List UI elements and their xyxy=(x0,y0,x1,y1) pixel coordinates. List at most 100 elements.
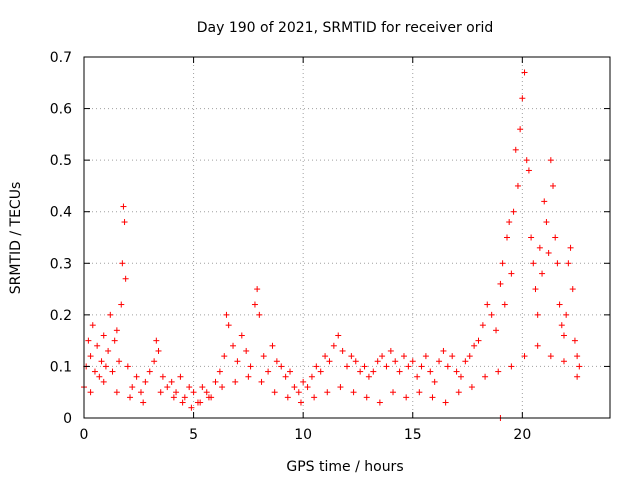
data-point xyxy=(409,358,416,365)
data-point xyxy=(558,322,565,329)
data-point xyxy=(497,280,504,287)
data-point xyxy=(400,353,407,360)
y-tick-label: 0.6 xyxy=(50,102,72,118)
data-point xyxy=(137,389,144,396)
data-point xyxy=(129,384,136,391)
data-point xyxy=(536,244,543,251)
data-point xyxy=(499,260,506,267)
data-point xyxy=(462,358,469,365)
data-point xyxy=(153,337,160,344)
data-point xyxy=(508,363,515,370)
data-point xyxy=(151,358,158,365)
data-point xyxy=(337,384,344,391)
data-point xyxy=(164,384,171,391)
data-point xyxy=(431,378,438,385)
data-point xyxy=(379,353,386,360)
data-point xyxy=(118,301,125,308)
data-point xyxy=(530,260,537,267)
data-point xyxy=(177,373,184,380)
data-point xyxy=(488,311,495,318)
data-point xyxy=(405,363,412,370)
data-point xyxy=(245,373,252,380)
data-point xyxy=(133,373,140,380)
data-point xyxy=(563,311,570,318)
data-point xyxy=(508,270,515,277)
data-points xyxy=(81,69,583,421)
data-point xyxy=(142,378,149,385)
data-point xyxy=(91,368,98,375)
data-point xyxy=(569,286,576,293)
data-point xyxy=(468,384,475,391)
data-point xyxy=(186,384,193,391)
data-point xyxy=(484,301,491,308)
data-point xyxy=(197,399,204,406)
data-point xyxy=(429,394,436,401)
data-point xyxy=(392,358,399,365)
data-point xyxy=(565,260,572,267)
data-point xyxy=(556,301,563,308)
chart-title: Day 190 of 2021, SRMTID for receiver ori… xyxy=(197,20,494,36)
data-point xyxy=(190,389,197,396)
data-point xyxy=(440,347,447,354)
data-point xyxy=(291,384,298,391)
data-point xyxy=(159,373,166,380)
y-tick-label: 0.4 xyxy=(50,205,72,221)
data-point xyxy=(122,275,129,282)
data-point xyxy=(390,389,397,396)
data-point xyxy=(436,358,443,365)
data-point xyxy=(471,342,478,349)
data-point xyxy=(300,378,307,385)
data-point xyxy=(146,368,153,375)
data-point xyxy=(199,384,206,391)
data-point xyxy=(501,301,508,308)
data-point xyxy=(534,311,541,318)
y-axis-ticks: 0 0.1 0.2 0.3 0.4 0.5 0.6 0.7 xyxy=(50,50,610,427)
data-point xyxy=(297,399,304,406)
data-point xyxy=(85,337,92,344)
data-point xyxy=(576,363,583,370)
data-point xyxy=(560,332,567,339)
data-point xyxy=(221,353,228,360)
grid-lines xyxy=(84,57,610,418)
data-point xyxy=(269,342,276,349)
data-point xyxy=(348,353,355,360)
x-tick-label: 20 xyxy=(513,427,531,443)
data-point xyxy=(121,219,128,226)
data-point xyxy=(495,368,502,375)
data-point xyxy=(344,363,350,370)
data-point xyxy=(552,234,559,241)
data-point xyxy=(243,347,250,354)
data-point xyxy=(517,126,524,133)
data-point xyxy=(232,378,239,385)
data-point xyxy=(541,198,548,205)
plot-frame xyxy=(83,56,611,419)
data-point xyxy=(96,373,103,380)
data-point xyxy=(466,353,473,360)
data-point xyxy=(521,353,528,360)
data-point xyxy=(560,358,567,365)
data-point xyxy=(203,389,210,396)
data-point xyxy=(100,332,107,339)
data-point xyxy=(308,373,315,380)
data-point xyxy=(547,353,554,360)
data-point xyxy=(350,389,357,396)
data-point xyxy=(87,353,94,360)
x-tick-label: 15 xyxy=(404,427,422,443)
x-tick-label: 0 xyxy=(80,427,89,443)
data-point xyxy=(100,378,107,385)
data-point xyxy=(282,373,289,380)
data-point xyxy=(271,389,278,396)
data-point xyxy=(444,363,451,370)
data-point xyxy=(120,203,127,210)
data-point xyxy=(574,373,581,380)
y-tick-label: 0.1 xyxy=(50,359,72,375)
data-point xyxy=(357,368,364,375)
data-point xyxy=(387,347,394,354)
data-point xyxy=(554,260,561,267)
data-point xyxy=(370,368,377,375)
data-point xyxy=(514,182,521,189)
data-point xyxy=(574,353,581,360)
data-point xyxy=(545,249,552,256)
data-point xyxy=(258,378,265,385)
data-point xyxy=(442,399,449,406)
